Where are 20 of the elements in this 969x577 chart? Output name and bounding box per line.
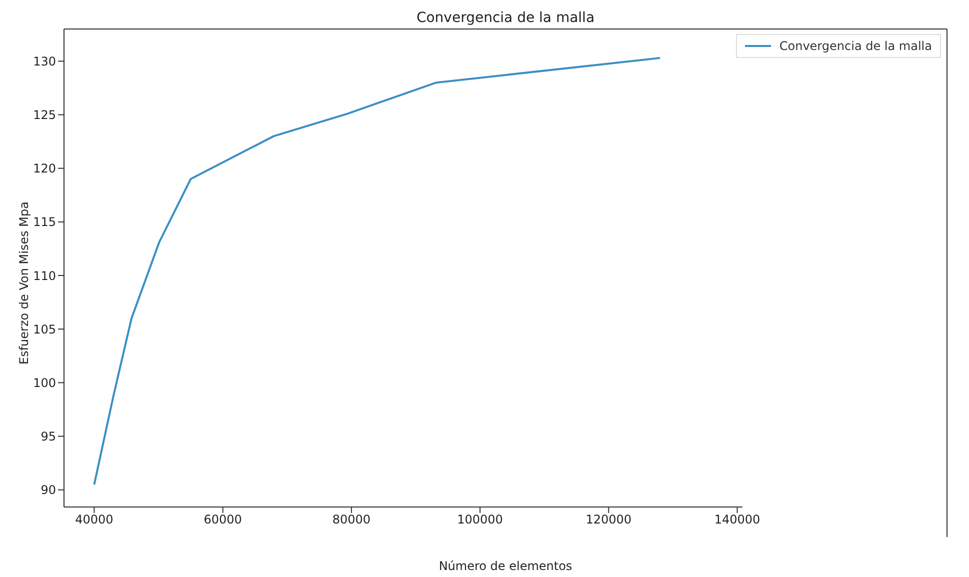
legend-label: Convergencia de la malla — [779, 39, 932, 53]
y-tick-label: 100 — [33, 376, 56, 390]
y-tick-label: 125 — [33, 108, 56, 122]
x-tick-label: 40000 — [75, 512, 114, 527]
x-tick-label: 100000 — [457, 512, 503, 527]
y-tick-label: 110 — [33, 268, 56, 283]
x-tick-label: 120000 — [586, 512, 632, 527]
y-tick-label: 105 — [33, 322, 56, 336]
chart-title: Convergencia de la malla — [415, 10, 596, 26]
x-tick-label: 60000 — [204, 512, 242, 527]
y-tick-label: 90 — [40, 483, 56, 498]
line-series — [93, 56, 662, 486]
x-tick-label: 140000 — [714, 512, 760, 527]
y-tick-label: 120 — [33, 162, 56, 176]
y-tick-label: 130 — [33, 54, 56, 68]
y-tick-label: 115 — [33, 215, 56, 230]
y-axis-title: Esfuerzo de Von Mises Mpa — [17, 201, 31, 365]
y-tick-label: 95 — [40, 430, 56, 444]
x-tick-label: 80000 — [332, 512, 371, 527]
x-axis-title: Número de elementos — [438, 559, 574, 573]
